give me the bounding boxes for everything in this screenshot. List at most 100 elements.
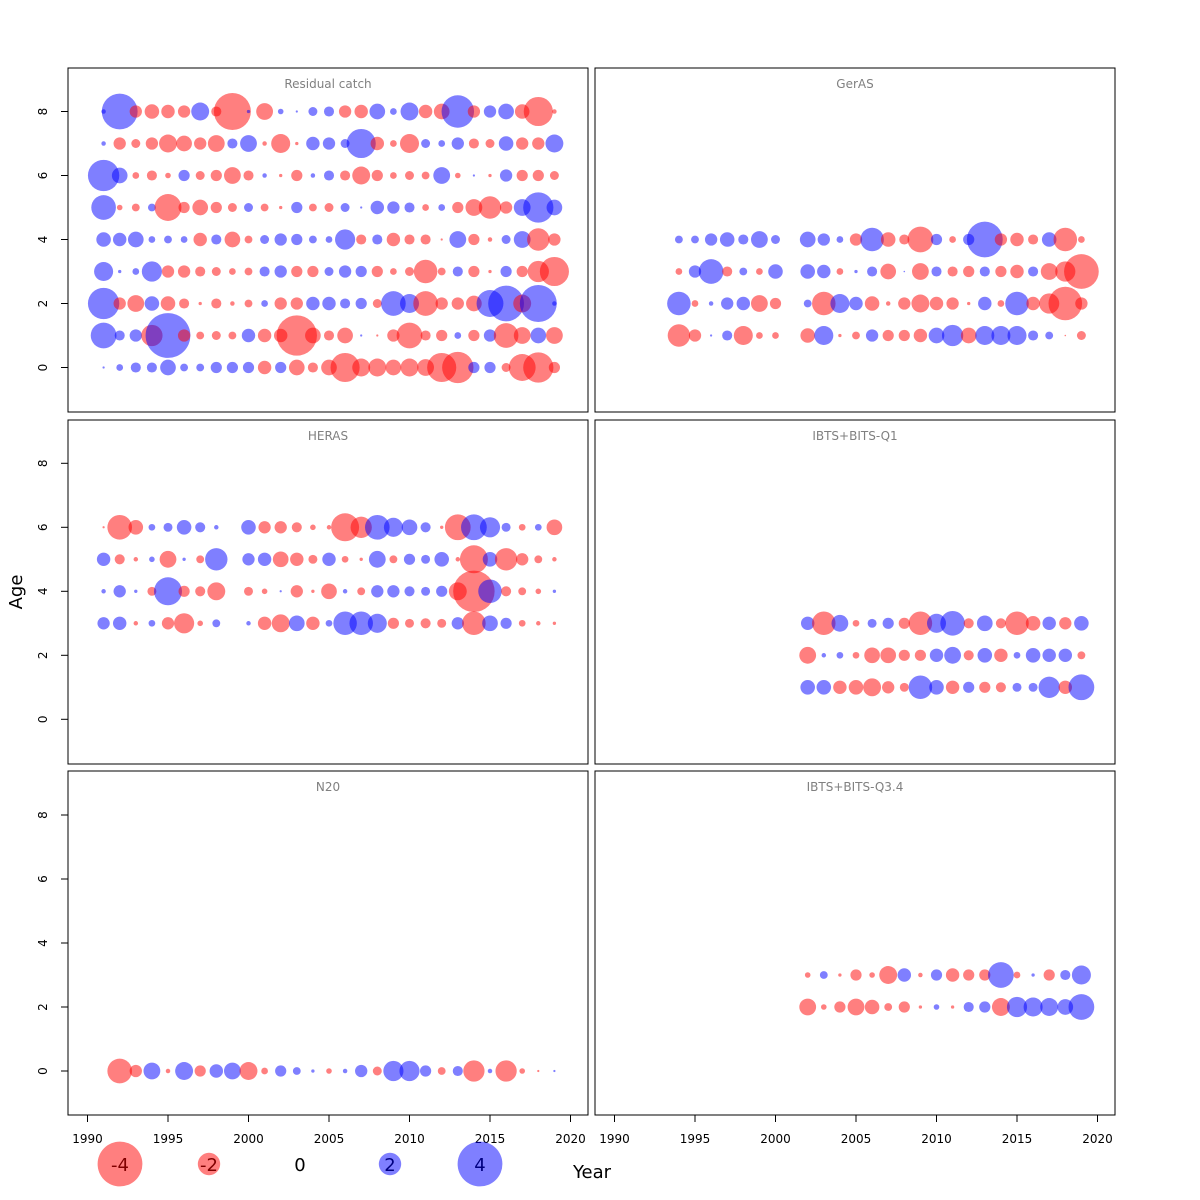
bubble: [929, 296, 944, 311]
bubble: [751, 295, 768, 312]
bubble: [751, 231, 768, 248]
bubble: [239, 1062, 258, 1080]
bubble: [107, 514, 133, 540]
y-tick-label: 4: [36, 939, 50, 947]
bubble: [129, 329, 142, 342]
bubble: [193, 232, 207, 247]
bubble: [87, 159, 120, 192]
bubble: [257, 360, 272, 375]
y-tick-label: 6: [36, 875, 50, 883]
bubble: [1048, 286, 1083, 321]
bubble: [97, 617, 110, 630]
bubble: [495, 1060, 517, 1082]
bubble: [854, 269, 858, 274]
bubble: [852, 651, 860, 659]
bubble: [863, 678, 882, 697]
bubble: [229, 268, 236, 275]
bubble: [421, 554, 431, 564]
bubble: [127, 231, 144, 248]
bubble: [452, 1065, 463, 1077]
bubble: [1040, 998, 1059, 1016]
bubble: [178, 201, 190, 214]
bubble: [116, 364, 124, 371]
bubble: [736, 296, 751, 311]
bubble: [899, 234, 910, 245]
bubble: [112, 232, 127, 247]
bubble: [306, 616, 320, 631]
bubble: [1023, 997, 1043, 1017]
bubble: [364, 514, 390, 540]
bubble: [323, 170, 335, 181]
bubble: [340, 203, 350, 212]
bubble: [96, 232, 111, 247]
bubble: [311, 589, 315, 593]
bubble: [387, 617, 399, 629]
bubble: [230, 301, 235, 306]
bubble: [279, 173, 283, 178]
bubble: [211, 331, 221, 340]
bubble: [518, 587, 527, 596]
bubble: [499, 169, 513, 182]
bubble: [1028, 682, 1038, 692]
bubble: [147, 203, 156, 212]
bubble: [979, 266, 990, 277]
bubble: [462, 611, 486, 636]
bubble: [472, 174, 476, 177]
bubble: [960, 327, 977, 344]
bubble: [420, 522, 431, 533]
bubble: [800, 264, 815, 279]
bubble: [461, 514, 487, 541]
bubble: [330, 352, 360, 383]
bubble: [963, 681, 975, 693]
x-tick-label: 2020: [555, 1132, 586, 1146]
bubble: [386, 232, 401, 247]
bubble: [860, 227, 884, 252]
bubble: [91, 195, 116, 220]
bubble: [154, 194, 182, 221]
bubble: [1013, 651, 1021, 659]
panel-1: GerAS: [594, 67, 1116, 413]
bubble: [324, 267, 334, 276]
bubble: [324, 203, 334, 212]
bubble: [244, 299, 253, 308]
bubble: [178, 169, 190, 182]
bubble: [532, 137, 545, 150]
bubble: [399, 133, 420, 154]
bubble: [933, 1004, 940, 1010]
bubble: [435, 297, 448, 310]
bubble: [1042, 648, 1056, 663]
bubble: [242, 553, 255, 566]
bubble: [537, 1069, 540, 1073]
bubble: [322, 296, 336, 311]
bubble: [493, 323, 519, 348]
bubble: [501, 522, 511, 532]
bubble: [930, 233, 943, 246]
bubble: [163, 522, 173, 532]
bubble: [940, 610, 965, 636]
bubble: [243, 170, 254, 181]
bubble: [819, 971, 828, 979]
bubble: [145, 137, 159, 150]
bubble: [903, 270, 906, 273]
bubble: [387, 201, 400, 214]
bubble: [768, 264, 783, 279]
bubble: [356, 234, 367, 245]
bubble: [421, 139, 431, 148]
y-tick-label: 0: [36, 715, 50, 723]
bubble: [812, 291, 836, 316]
bubble: [852, 331, 860, 340]
bubble: [930, 969, 943, 981]
bubble: [143, 1062, 161, 1080]
bubble: [214, 525, 219, 530]
bubble: [667, 291, 691, 316]
bubble: [483, 105, 497, 118]
bubble: [370, 136, 385, 151]
panel-5: IBTS+BITS-Q3.4: [594, 770, 1116, 1116]
y-axis-label: Age: [6, 575, 27, 610]
bubble: [131, 203, 140, 212]
bubble: [257, 328, 272, 343]
bubble: [549, 171, 559, 180]
bubble: [946, 297, 959, 310]
bubble: [698, 259, 724, 284]
bubble: [463, 1060, 485, 1082]
